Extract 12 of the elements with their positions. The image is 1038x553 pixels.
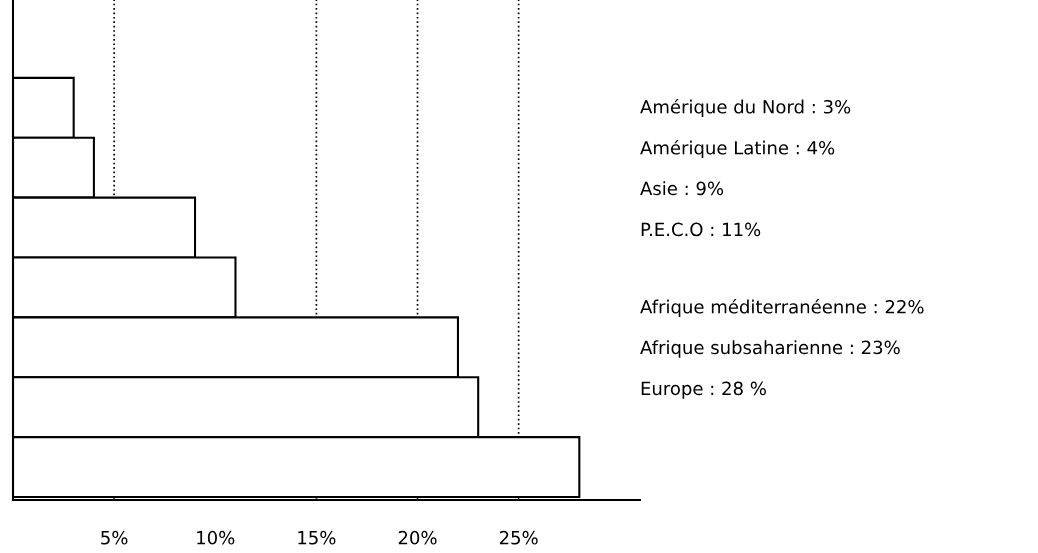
- text: Amérique du Nord : 3%: [640, 98, 851, 118]
- x-tick-label: 25%: [499, 530, 538, 545]
- x-tick-label: 20%: [398, 530, 437, 545]
- text: Europe : 28 %: [641, 381, 766, 399]
- text: Afrique méditerranéenne : 22%: [640, 298, 924, 318]
- text: P.E.C.O : 11%: [641, 222, 761, 237]
- text: Asie : 9%: [640, 181, 724, 196]
- text: Amérique Latine : 4%: [640, 139, 835, 159]
- x-tick-label: 10%: [197, 530, 235, 545]
- text: Afrique subsaharienne : 23%: [640, 340, 900, 358]
- x-tick-label: 5%: [101, 530, 128, 545]
- x-tick-label: 15%: [298, 530, 336, 545]
